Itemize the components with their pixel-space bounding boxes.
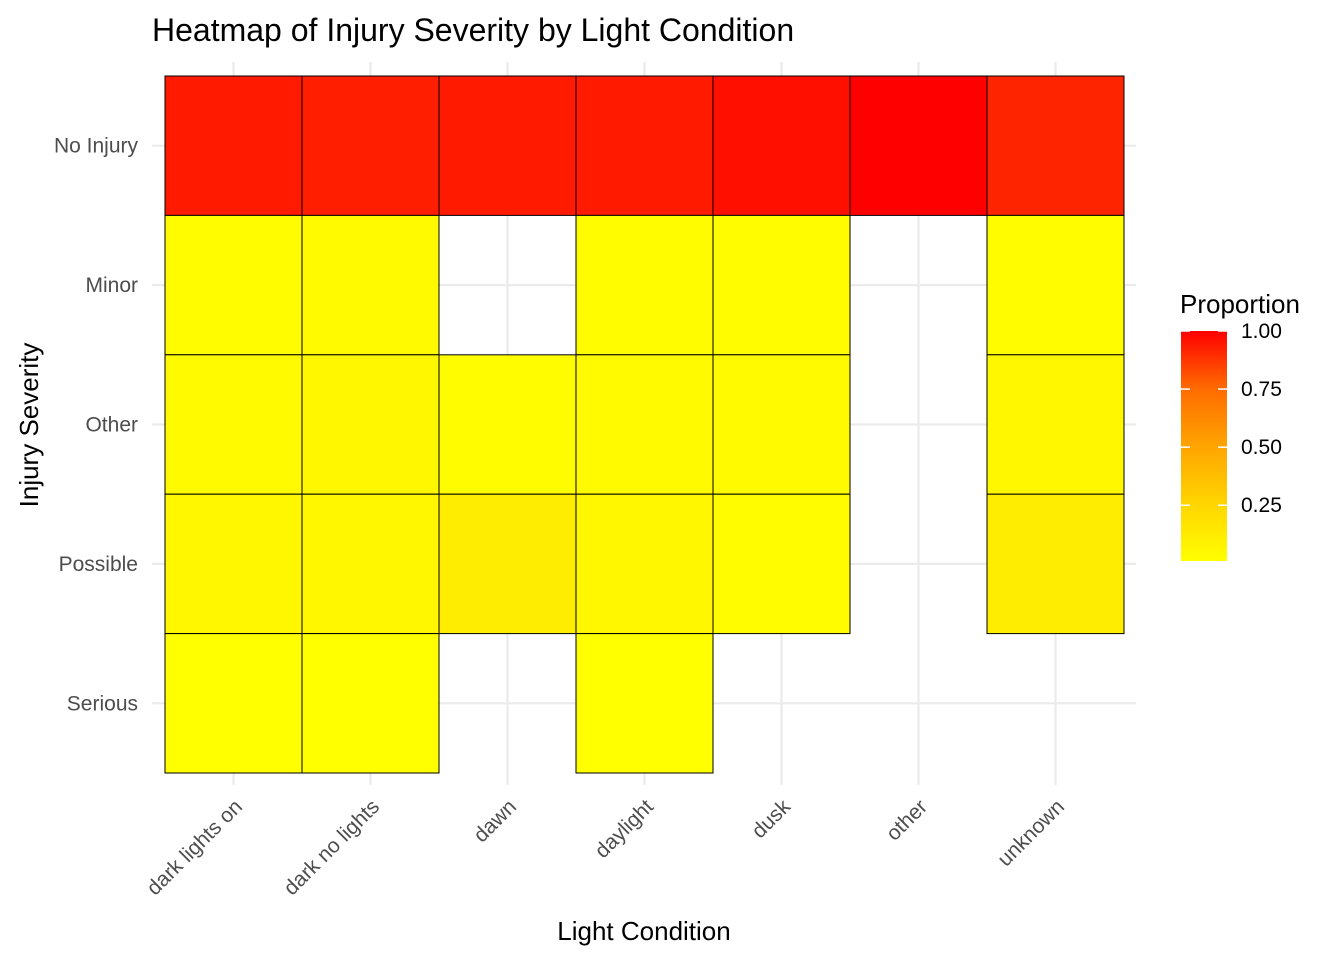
legend-tick-label: 1.00: [1241, 320, 1282, 343]
heatmap-cell: [164, 75, 303, 216]
legend-tick-label: 0.75: [1241, 378, 1282, 401]
y-tick-label: No Injury: [54, 135, 139, 158]
chart-title: Heatmap of Injury Severity by Light Cond…: [152, 12, 794, 48]
heatmap-cell: [438, 75, 577, 216]
legend-tick-label: 0.50: [1241, 436, 1282, 459]
y-axis-title: Injury Severity: [14, 343, 44, 508]
x-axis-ticks: dark lights on dark no lights dawn daylight…: [142, 795, 1069, 900]
heatmap-cell: [438, 354, 577, 495]
heatmap-cell: [301, 214, 440, 356]
heatmap-cell: [712, 493, 851, 635]
y-tick-label: Serious: [67, 692, 138, 715]
legend-colorbar: [1181, 331, 1227, 561]
y-tick-label: Minor: [85, 274, 138, 297]
x-tick-label: dark lights on: [142, 795, 247, 900]
heatmap-cell: [849, 75, 988, 216]
heatmap-cell: [301, 75, 440, 216]
heatmap-cell: [575, 493, 714, 635]
heatmap-cell: [712, 75, 851, 216]
heatmap-cell: [301, 633, 440, 774]
x-axis-title: Light Condition: [557, 916, 730, 946]
color-legend: Proportion 0.25 0.50 0.75 1.00: [1180, 289, 1300, 561]
x-tick-label: unknown: [993, 795, 1069, 871]
heatmap-cell: [575, 354, 714, 495]
heatmap-cell: [301, 354, 440, 495]
heatmap-cell: [575, 633, 714, 774]
x-tick-label: other: [882, 795, 932, 845]
heatmap-cell: [164, 354, 303, 495]
heatmap-cell: [164, 214, 303, 356]
heatmap-cell: [575, 75, 714, 216]
heatmap-cell: [986, 214, 1125, 356]
x-tick-label: dark no lights: [279, 795, 384, 900]
y-axis-ticks: No Injury Minor Other Possible Serious: [54, 135, 139, 716]
heatmap-cell: [164, 633, 303, 774]
legend-title: Proportion: [1180, 289, 1300, 319]
heatmap-tiles: [164, 75, 1125, 774]
heatmap-cell: [986, 493, 1125, 635]
heatmap-cell: [438, 493, 577, 635]
heatmap-cell: [164, 493, 303, 635]
heatmap-cell: [986, 354, 1125, 495]
heatmap-cell: [712, 354, 851, 495]
y-tick-label: Other: [85, 414, 138, 437]
heatmap-cell: [575, 214, 714, 356]
x-tick-label: daylight: [591, 795, 659, 863]
legend-ticks: 0.25 0.50 0.75 1.00: [1181, 320, 1282, 517]
legend-tick-label: 0.25: [1241, 494, 1282, 517]
y-tick-label: Possible: [59, 553, 138, 576]
x-tick-label: dawn: [469, 795, 521, 847]
heatmap-cell: [301, 493, 440, 635]
x-tick-label: dusk: [747, 795, 795, 843]
heatmap-cell: [712, 214, 851, 356]
heatmap-cell: [986, 75, 1125, 216]
